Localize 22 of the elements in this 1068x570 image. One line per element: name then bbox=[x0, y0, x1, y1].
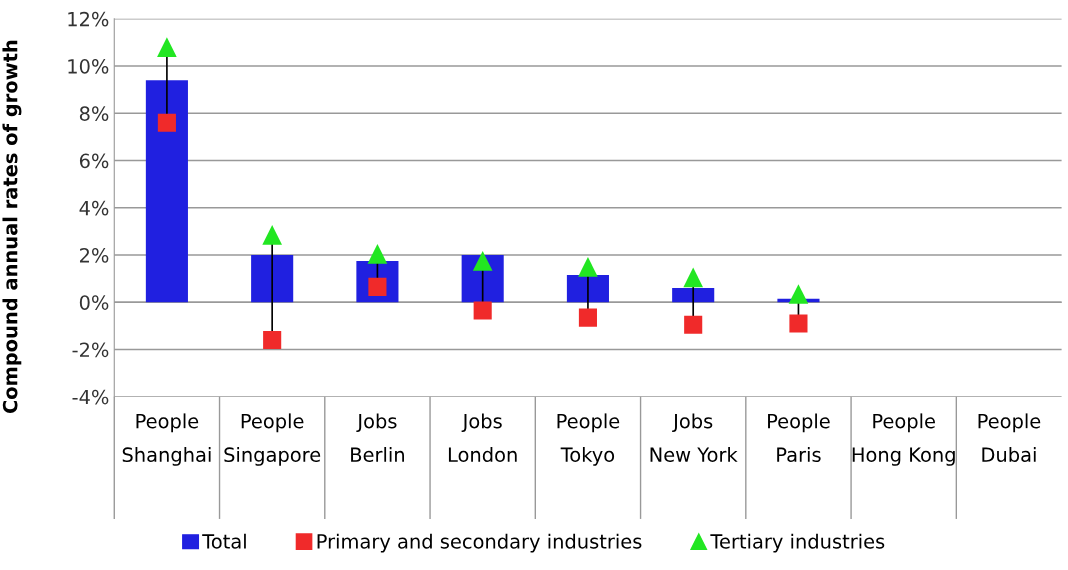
y-tick-label: 10% bbox=[68, 59, 109, 74]
y-tick-label: 2% bbox=[79, 247, 109, 263]
legend-label: Primary and secondary industries bbox=[317, 533, 642, 553]
x-tick-label: People Tokyo bbox=[557, 413, 620, 466]
x-tick-label: People Singapore bbox=[224, 413, 321, 466]
x-tick-label: Jobs Berlin bbox=[351, 413, 404, 463]
x-tick-label: People Dubai bbox=[978, 413, 1041, 463]
y-tick-label: -2% bbox=[72, 342, 109, 358]
legend-label: Tertiary industries bbox=[710, 533, 885, 553]
x-tick-label: Jobs New York bbox=[650, 413, 738, 463]
y-tick-label: -4% bbox=[72, 389, 109, 405]
y-tick-label: 12% bbox=[68, 11, 109, 27]
y-tick-label: 8% bbox=[79, 106, 109, 121]
x-tick-label: People Paris bbox=[768, 413, 830, 463]
x-tick-label: People Shanghai bbox=[122, 413, 211, 466]
y-tick-label: 4% bbox=[79, 200, 109, 216]
legend-label: Total bbox=[202, 533, 246, 549]
x-tick-label: Jobs London bbox=[448, 413, 517, 463]
x-tick-label: People Hong Kong bbox=[852, 413, 955, 466]
y-tick-label: 0% bbox=[79, 295, 109, 310]
y-axis-title: Compound annual rates of growth bbox=[2, 40, 22, 414]
y-tick-label: 6% bbox=[79, 153, 109, 169]
